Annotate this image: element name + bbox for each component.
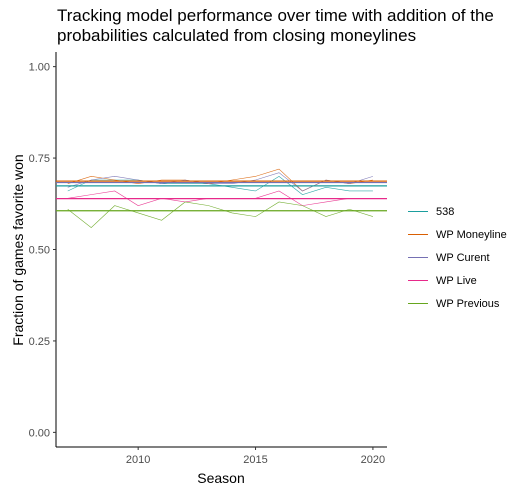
legend-item: WP Moneyline (408, 223, 507, 246)
legend-item: 538 (408, 200, 507, 223)
legend-key (408, 211, 428, 212)
legend: 538 WP Moneyline WP Curent WP Live WP Previo… (408, 200, 507, 315)
x-tick-label: 2020 (361, 454, 385, 466)
y-tick-label: 0.25 (29, 336, 50, 348)
series-line-wp-curent (67, 172, 374, 192)
chart-title-line-2: probabilities calculated from closing mo… (57, 26, 417, 45)
plot-area (56, 168, 387, 228)
legend-key (408, 257, 428, 258)
legend-item: WP Live (408, 269, 507, 292)
legend-item: WP Previous (408, 292, 507, 315)
legend-label: WP Curent (436, 251, 490, 264)
legend-key (408, 234, 428, 235)
y-tick-label: 0.00 (29, 427, 50, 439)
chart-title-line-1: Tracking model performance over time wit… (57, 6, 494, 25)
legend-label: 538 (436, 205, 455, 218)
y-tick-label: 0.75 (29, 153, 50, 165)
legend-label: WP Moneyline (436, 228, 507, 241)
x-axis-label: Season (197, 470, 245, 486)
legend-key (408, 280, 428, 281)
y-axis-label: Fraction of games favorite won (10, 154, 26, 346)
legend-label: WP Previous (436, 297, 500, 310)
x-tick-label: 2010 (126, 454, 150, 466)
y-tick-label: 0.50 (29, 245, 50, 257)
series-line-wp-previous (67, 201, 374, 228)
chart-title: Tracking model performance over time wit… (57, 6, 494, 46)
axes: 0.00 0.25 0.50 0.75 1.00 2010 2015 2020 (29, 52, 387, 466)
legend-item: WP Curent (408, 246, 507, 269)
legend-key (408, 303, 428, 304)
x-tick-label: 2015 (243, 454, 267, 466)
y-tick-label: 1.00 (29, 62, 50, 74)
legend-label: WP Live (436, 274, 477, 287)
